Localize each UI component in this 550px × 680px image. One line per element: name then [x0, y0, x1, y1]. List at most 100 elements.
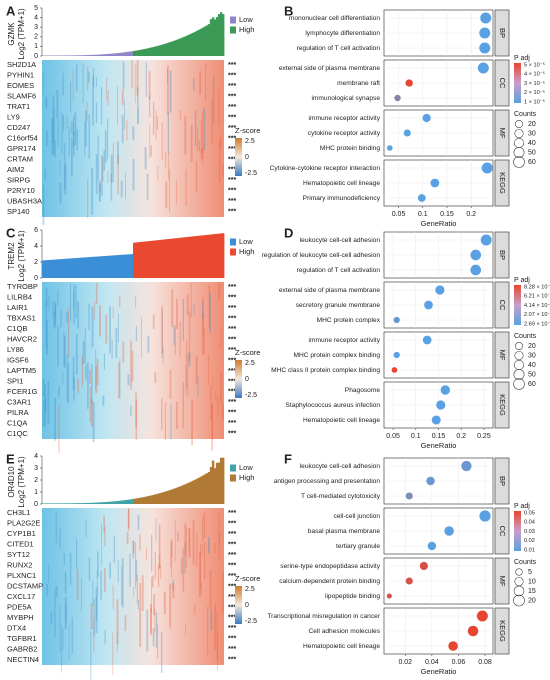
dot	[470, 264, 482, 276]
expression-bar	[191, 480, 195, 504]
facet-strip	[494, 9, 510, 57]
expression-bar	[135, 242, 138, 278]
heatmap-cell	[115, 328, 118, 359]
heatmap-cell	[63, 331, 65, 366]
term-label: Phagosome	[345, 387, 381, 394]
expression-bar	[185, 237, 188, 278]
heatmap-cell	[150, 603, 152, 634]
heatmap-cell	[53, 106, 55, 155]
expression-bar	[189, 481, 193, 504]
heatmap-cell	[139, 582, 142, 609]
expression-bar	[66, 258, 69, 278]
zscore-title: Z-score	[235, 126, 260, 135]
expression-bar	[203, 474, 207, 504]
heatmap-cell	[99, 183, 101, 203]
expression-bar	[145, 241, 148, 278]
heatmap-cell	[193, 78, 195, 91]
significance-stars: ***	[228, 510, 236, 517]
heatmap-cell	[88, 71, 90, 83]
heatmap-cell	[127, 508, 130, 531]
facet-label: CC	[498, 300, 507, 311]
facet-label: CC	[498, 78, 507, 89]
expression-bar	[171, 238, 174, 278]
heatmap-cell	[93, 301, 95, 320]
expression-bar	[70, 503, 73, 504]
heatmap-cell	[220, 372, 223, 405]
expression-bar	[133, 50, 136, 56]
expression-bar	[205, 473, 209, 504]
heatmap-cell	[148, 71, 151, 100]
expression-bar	[185, 35, 188, 56]
heatmap-cell	[124, 615, 127, 632]
heatmap-cell	[54, 140, 56, 158]
expression-bar	[98, 256, 102, 278]
expression-bar	[181, 237, 184, 278]
heatmap-cell	[214, 543, 216, 554]
expression-bar	[137, 50, 140, 56]
gene-label: C1QA	[7, 418, 27, 427]
y-tick-label: 0	[34, 275, 38, 282]
term-label: regulation of T cell activation	[297, 267, 381, 274]
heatmap-cell	[135, 326, 137, 342]
expression-bar	[217, 14, 221, 56]
gene-label: GPR174	[7, 144, 36, 153]
heatmap-cell	[151, 534, 153, 572]
expression-bar	[72, 258, 75, 278]
expression-bar	[130, 499, 134, 504]
legend-label: High	[239, 247, 254, 256]
heatmap-cell	[63, 336, 66, 369]
expression-bar	[219, 12, 223, 56]
heatmap-cell	[88, 557, 91, 581]
heatmap-cell	[136, 87, 139, 124]
legend-swatch	[230, 464, 236, 472]
gene-label: UBASH3A	[7, 196, 42, 205]
heatmap-cell	[167, 112, 169, 154]
expression-bar	[130, 254, 134, 278]
heatmap-cell	[100, 570, 102, 600]
heatmap-cell	[132, 126, 135, 140]
padj-tick-label: 2.07 × 10⁻¹⁷	[524, 311, 550, 318]
heatmap-cell	[77, 378, 79, 393]
heatmap-cell	[144, 147, 147, 170]
expression-bar	[54, 503, 57, 504]
gene-label: NECTIN4	[7, 655, 39, 664]
y-tick-label: 6	[34, 227, 38, 234]
y-tick-label: 2	[34, 259, 38, 266]
heatmap-cell	[75, 63, 78, 92]
heatmap-cell	[127, 374, 130, 386]
heatmap-cell	[222, 572, 225, 614]
expression-bar	[205, 25, 209, 56]
dot	[436, 400, 446, 410]
significance-stars: ***	[228, 284, 236, 291]
heatmap-cell	[217, 396, 219, 415]
heatmap-cell	[165, 152, 167, 168]
expression-bar	[159, 45, 162, 56]
heatmap-cell	[92, 402, 95, 443]
heatmap-cell	[159, 553, 161, 569]
significance-stars: ***	[228, 389, 236, 396]
heatmap-cell	[171, 538, 173, 578]
gene-label: C3AR1	[7, 397, 31, 406]
dot	[393, 316, 400, 324]
heatmap-cell	[119, 296, 121, 307]
padj-legend-title: P adj	[514, 55, 530, 62]
facet-strip	[494, 381, 510, 429]
legend-label: Low	[239, 15, 253, 24]
gene-label: TRAT1	[7, 102, 30, 111]
term-label: cell-cell junction	[333, 513, 380, 520]
heatmap-cell	[193, 304, 195, 315]
term-label: T cell-mediated cytotoxicity	[301, 493, 381, 500]
dot	[448, 641, 458, 651]
heatmap-cell	[70, 137, 73, 177]
heatmap-cell	[191, 399, 194, 446]
gene-label: TGFBR1	[7, 634, 37, 643]
heatmap-cell	[212, 75, 215, 124]
expression-bar	[149, 495, 152, 504]
expression-bar	[209, 19, 213, 56]
expression-bar	[92, 54, 95, 56]
heatmap-cell	[179, 109, 181, 120]
x-tick-label: 0.25	[477, 433, 491, 440]
expression-bar	[219, 233, 223, 278]
heatmap-cell	[80, 577, 82, 612]
expression-bar	[147, 241, 150, 278]
